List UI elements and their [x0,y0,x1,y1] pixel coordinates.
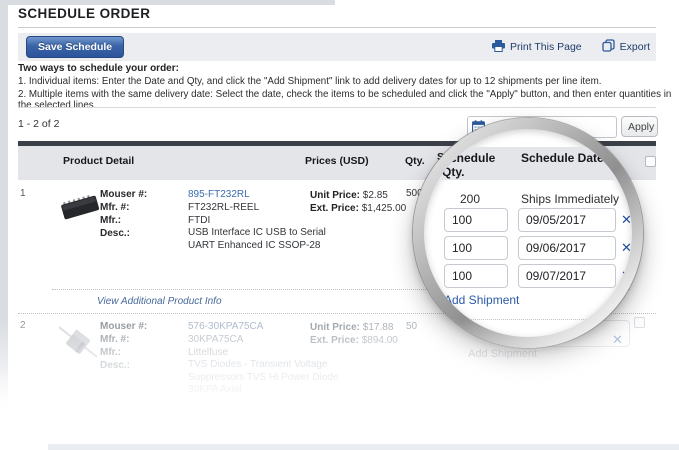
magnifier-lens: Schedule Qty. Schedule Date 200 Ships Im… [413,118,643,348]
row1-description: USB Interface IC USB to Serial UART Enha… [188,227,326,251]
lens-header-schedule-date: Schedule Date [521,151,604,165]
row2-description: TVS Diodes - Transient Voltage Suppresso… [188,359,339,395]
row1-mouser-label: Mouser #: [100,189,148,200]
row2-product-image [52,318,104,371]
lens-header-schedule-qty: Schedule Qty. [442,151,496,179]
add-shipment-link[interactable]: Add Shipment [444,293,520,307]
row2-mfr: Littelfuse [188,347,229,358]
export-link[interactable]: Export [601,39,650,55]
row2-mouser-part-link[interactable]: 576-30KPA75CA [188,321,264,332]
row1-line-number: 1 [20,188,26,199]
row2-mfr-label: Mfr.: [100,347,122,358]
row1-dotted-divider [52,289,630,290]
row2-desc-label: Desc.: [100,360,131,371]
shipment2-remove-icon[interactable]: ✕ [621,240,632,255]
shipment2-qty-input[interactable] [444,236,508,260]
save-schedule-button[interactable]: Save Schedule [26,36,125,58]
divider [18,107,656,108]
row2-select-checkbox[interactable] [634,317,645,328]
shipment1-qty-input[interactable] [444,208,508,232]
instructions-line1: 1. Individual items: Enter the Date and … [18,76,602,87]
row2-qty: 50 [406,321,418,332]
row2-mfr-part: 30KPA75CA [188,334,244,345]
bottom-edge-bar [48,444,679,450]
page-title: SCHEDULE ORDER [18,6,151,21]
row2-remove-shipment-icon[interactable]: ✕ [612,332,623,347]
shipment3-remove-icon[interactable]: ✕ [621,268,632,283]
row2-add-shipment-link[interactable]: Add Shipment [468,348,538,360]
print-this-page-link[interactable]: Print This Page [492,39,582,55]
row2-unit-price-label: Unit Price: [310,322,361,333]
lens-header-band [424,147,632,180]
row1-product-image [52,188,108,231]
row2-mouser-label: Mouser #: [100,321,148,332]
immediate-shipment-date: Ships Immediately [521,192,620,206]
top-edge-strip [0,0,335,5]
row1-view-additional-info-link[interactable]: View Additional Product Info [97,296,222,307]
row-separator [18,313,656,314]
row1-mfrpart-label: Mfr. #: [100,202,130,213]
left-edge-strip [0,0,8,450]
select-all-checkbox[interactable] [645,156,656,167]
printer-icon [492,39,506,55]
row2-ext-price-label: Ext. Price: [310,335,359,346]
row1-mfr: FTDI [188,215,211,226]
instructions-heading: Two ways to schedule your order: [18,63,179,74]
header-prices: Prices (USD) [305,155,369,167]
shipment3-qty-input[interactable] [444,264,508,288]
row1-unit-price-label: Unit Price: [310,190,361,201]
lens-dotted-divider [430,319,626,320]
row1-unit-price: $2.85 [362,190,388,201]
row2-line-number: 2 [20,320,26,331]
header-qty: Qty. [405,155,425,167]
shipment1-remove-icon[interactable]: ✕ [621,212,632,227]
header-product-detail: Product Detail [63,155,135,167]
instructions-line2: 2. Multiple items with the same delivery… [18,89,672,111]
magnifier-lens-content: Schedule Qty. Schedule Date 200 Ships Im… [424,129,632,337]
export-icon [601,39,615,55]
row1-ext-price-label: Ext. Price: [310,203,359,214]
row2-ext-price: $894.00 [361,335,398,346]
row2-unit-price: $17.88 [362,322,394,333]
toolbar: Save Schedule Print This Page Export [18,33,656,61]
table-top-bar [18,141,656,146]
immediate-shipment-qty: 200 [460,192,481,206]
shipment1-date-input[interactable] [518,208,616,232]
results-range: 1 - 2 of 2 [18,118,60,130]
apply-button[interactable]: Apply [621,116,658,137]
row1-qty: 500 [406,188,423,199]
row1-desc-label: Desc.: [100,228,131,239]
row1-mouser-part-link[interactable]: 895-FT232RL [188,189,250,200]
divider [18,27,656,28]
row1-ext-price: $1,425.00 [361,203,407,214]
row1-mfr-part: FT232RL-REEL [188,202,260,213]
shipment3-date-input[interactable] [518,264,616,288]
row2-mfrpart-label: Mfr. #: [100,334,130,345]
row1-mfr-label: Mfr.: [100,215,122,226]
shipment2-date-input[interactable] [518,236,616,260]
